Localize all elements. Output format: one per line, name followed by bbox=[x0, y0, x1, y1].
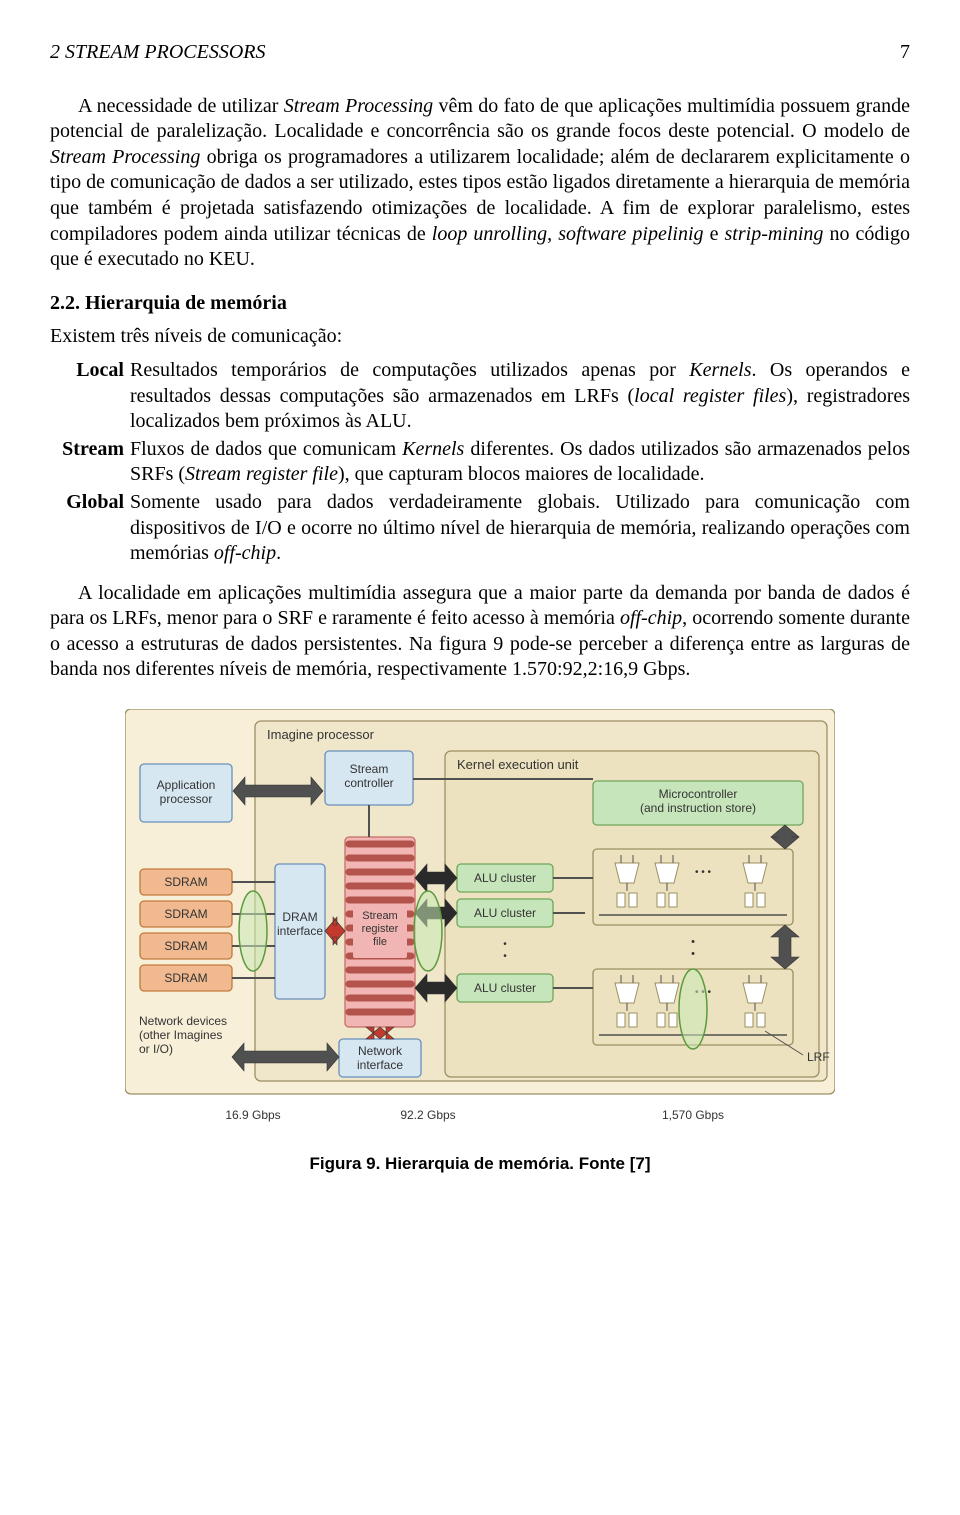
svg-text:ALU cluster: ALU cluster bbox=[474, 981, 536, 995]
svg-text:SDRAM: SDRAM bbox=[164, 939, 207, 953]
definition-desc: Resultados temporários de computações ut… bbox=[130, 358, 910, 435]
definition-desc: Somente usado para dados verdadeiramente… bbox=[130, 490, 910, 567]
definition-item: GlobalSomente usado para dados verdadeir… bbox=[50, 490, 910, 567]
section-heading: 2.2. Hierarquia de memória bbox=[50, 291, 910, 317]
paragraph-intro: A necessidade de utilizar Stream Process… bbox=[50, 94, 910, 273]
svg-text:•: • bbox=[691, 948, 695, 960]
intro-line: Existem três níveis de comunicação: bbox=[50, 324, 910, 350]
svg-text:•: • bbox=[503, 951, 507, 962]
svg-text:Kernel execution unit: Kernel execution unit bbox=[457, 757, 579, 772]
page-number: 7 bbox=[900, 40, 910, 66]
definition-term: Global bbox=[50, 490, 130, 567]
svg-text:Streamcontroller: Streamcontroller bbox=[344, 762, 393, 790]
svg-text:SDRAM: SDRAM bbox=[164, 907, 207, 921]
svg-text:Networkinterface: Networkinterface bbox=[357, 1044, 403, 1072]
definition-term: Stream bbox=[50, 437, 130, 488]
definition-item: LocalResultados temporários de computaçõ… bbox=[50, 358, 910, 435]
figure-caption: Figura 9. Hierarquia de memória. Fonte [… bbox=[125, 1153, 835, 1175]
definition-desc: Fluxos de dados que comunicam Kernels di… bbox=[130, 437, 910, 488]
definition-term: Local bbox=[50, 358, 130, 435]
svg-text:•: • bbox=[503, 939, 507, 950]
svg-text:SDRAM: SDRAM bbox=[164, 971, 207, 985]
figure-9: Imagine processor Applicationprocessor SDR… bbox=[125, 709, 835, 1175]
svg-text:•: • bbox=[691, 936, 695, 948]
svg-text:1,570 Gbps: 1,570 Gbps bbox=[662, 1108, 724, 1122]
svg-text:16.9 Gbps: 16.9 Gbps bbox=[225, 1108, 280, 1122]
svg-text:92.2 Gbps: 92.2 Gbps bbox=[400, 1108, 455, 1122]
svg-text:ALU cluster: ALU cluster bbox=[474, 871, 536, 885]
svg-text:Imagine processor: Imagine processor bbox=[267, 727, 375, 742]
svg-text:Applicationprocessor: Applicationprocessor bbox=[157, 778, 216, 806]
svg-text:• • •: • • • bbox=[695, 867, 712, 878]
definition-item: StreamFluxos de dados que comunicam Kern… bbox=[50, 437, 910, 488]
svg-text:LRF: LRF bbox=[807, 1050, 830, 1064]
svg-text:SDRAM: SDRAM bbox=[164, 875, 207, 889]
svg-text:ALU cluster: ALU cluster bbox=[474, 906, 536, 920]
header-section: 2 STREAM PROCESSORS bbox=[50, 40, 266, 66]
figure-diagram: Imagine processor Applicationprocessor SDR… bbox=[125, 709, 835, 1129]
paragraph-locality: A localidade em aplicações multimídia as… bbox=[50, 581, 910, 683]
svg-text:DRAMinterface: DRAMinterface bbox=[277, 910, 323, 938]
definition-list: LocalResultados temporários de computaçõ… bbox=[50, 358, 910, 567]
page-header: 2 STREAM PROCESSORS 7 bbox=[50, 40, 910, 66]
